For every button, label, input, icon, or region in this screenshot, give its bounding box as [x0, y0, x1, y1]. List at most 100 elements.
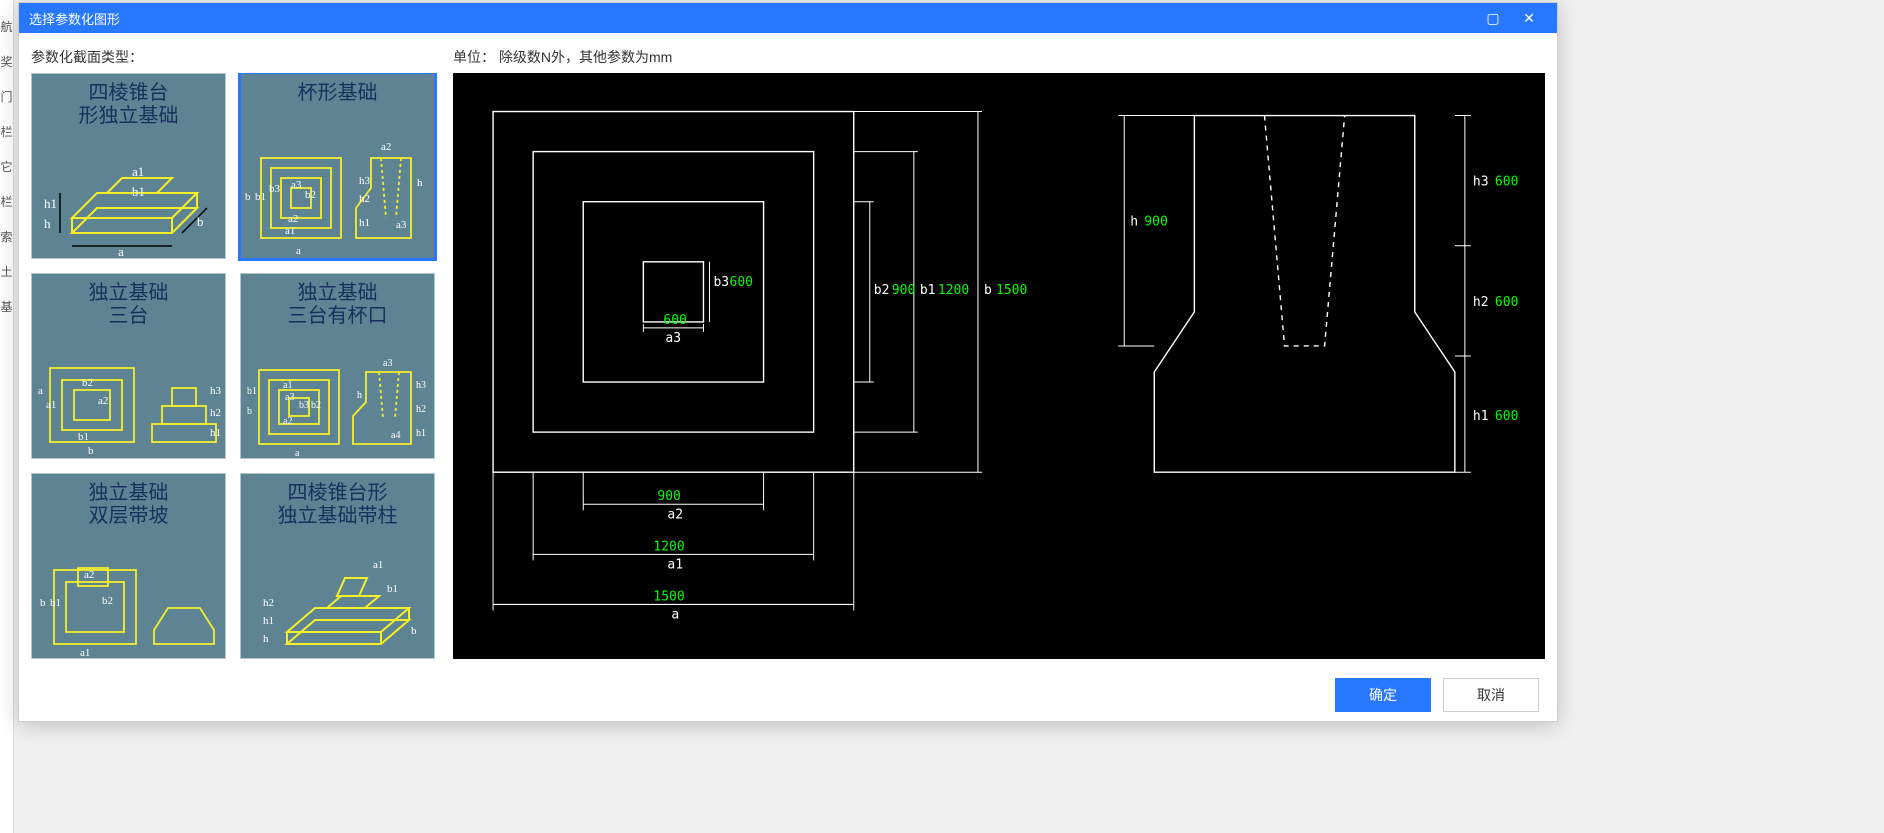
dim-a1-label: a1 [667, 557, 683, 572]
svg-text:b1: b1 [247, 386, 257, 397]
dialog-titlebar: 选择参数化图形 ▢ ✕ [19, 3, 1557, 33]
thumb-figure: a1 b1 b h2 h1 h [241, 548, 431, 658]
dim-h1-value: 600 [1495, 409, 1519, 424]
svg-text:a2: a2 [288, 213, 298, 225]
svg-text:a4: a4 [391, 430, 400, 441]
dim-b2-value: 900 [892, 283, 916, 298]
svg-text:h: h [263, 633, 269, 645]
thumb-isolated-2layer-slope[interactable]: 独立基础 双层带坡 [31, 473, 226, 659]
svg-text:a2: a2 [283, 416, 292, 427]
svg-text:b3: b3 [269, 183, 281, 195]
dim-a2-value: 900 [657, 489, 681, 504]
ok-button[interactable]: 确定 [1335, 678, 1431, 712]
thumb-frustum-with-column[interactable]: 四棱锥台形 独立基础带柱 a [240, 473, 435, 659]
svg-text:a2: a2 [98, 395, 108, 407]
thumb-figure: a a1a3a2 b1b b3b2 a3a4 h h3h2h1 [241, 338, 431, 458]
svg-text:b1: b1 [50, 597, 61, 609]
svg-text:h1: h1 [44, 196, 57, 211]
svg-text:b: b [40, 597, 46, 609]
svg-text:a: a [38, 385, 43, 397]
dim-b2-label: b2 [874, 283, 890, 298]
dim-b3-label: b3 [713, 275, 729, 290]
dim-b3-value: 600 [730, 275, 754, 290]
thumbnail-scroll[interactable]: 四棱锥台 形独立基础 [31, 73, 441, 659]
svg-text:b: b [245, 191, 251, 203]
svg-text:a: a [296, 245, 301, 257]
thumb-figure: a2 bb1 b2 a1 [32, 548, 222, 658]
thumb-isolated-3step[interactable]: 独立基础 三台 [31, 273, 226, 459]
dim-a-label: a [671, 607, 679, 622]
thumb-isolated-3step-cup[interactable]: 独立基础 三台有杯口 [240, 273, 435, 459]
dim-h2-label: h2 [1473, 295, 1489, 310]
svg-text:h2: h2 [210, 407, 221, 419]
dialog-footer: 确定 取消 [19, 669, 1557, 721]
svg-text:h1: h1 [210, 427, 221, 439]
svg-text:h2: h2 [416, 404, 426, 415]
svg-text:b3: b3 [299, 400, 309, 411]
dim-a2-label: a2 [667, 507, 683, 522]
svg-text:h: h [357, 390, 362, 401]
svg-text:b: b [88, 445, 94, 457]
svg-text:b1: b1 [387, 583, 398, 595]
cancel-button[interactable]: 取消 [1443, 678, 1539, 712]
dim-b1-label: b1 [920, 283, 936, 298]
svg-text:h: h [417, 177, 423, 189]
dim-a1-value: 1200 [653, 539, 684, 554]
svg-text:a3: a3 [383, 358, 392, 369]
dialog-content: 参数化截面类型： 四棱锥台 形独立基础 [19, 33, 1557, 669]
preview-canvas: 600 a3 900 a2 1200 a1 1500 a [453, 73, 1545, 659]
dim-a-value: 1500 [653, 589, 684, 604]
dim-h3-label: h3 [1473, 175, 1489, 190]
svg-text:a2: a2 [84, 569, 94, 581]
thumb-figure: b b1 b2 a2 aa1 h3 h2 h1 [32, 338, 222, 458]
svg-text:h3: h3 [210, 385, 222, 397]
background-nav-strip: 航奖 门栏 它栏 索土 基 [0, 0, 14, 833]
thumbnail-grid: 四棱锥台 形独立基础 [31, 73, 435, 659]
dialog-title: 选择参数化图形 [29, 9, 120, 28]
parametric-shape-dialog: 选择参数化图形 ▢ ✕ 参数化截面类型： 四棱锥台 形独立基础 [18, 2, 1558, 722]
svg-text:a3: a3 [291, 179, 302, 191]
svg-text:h2: h2 [359, 193, 370, 205]
svg-text:h3: h3 [359, 175, 371, 187]
svg-text:b2: b2 [311, 400, 321, 411]
thumb-figure: a a1a2a3 bb1b3b2 a2a3 h h3h2h1 [241, 128, 431, 258]
svg-text:a3: a3 [285, 392, 294, 403]
dim-h2-value: 600 [1495, 295, 1519, 310]
svg-text:b2: b2 [102, 595, 113, 607]
section-type-label: 参数化截面类型： [31, 47, 441, 73]
svg-text:b: b [197, 214, 204, 229]
svg-text:a1: a1 [46, 399, 56, 411]
dim-h1-label: h1 [1473, 409, 1489, 424]
svg-text:b1: b1 [255, 191, 266, 203]
svg-text:b: b [247, 406, 252, 417]
svg-text:h: h [44, 216, 51, 231]
svg-text:a: a [118, 244, 124, 258]
maximize-button[interactable]: ▢ [1475, 3, 1511, 33]
svg-text:h3: h3 [416, 380, 426, 391]
dim-h-label: h [1130, 215, 1138, 230]
dim-h3-value: 600 [1495, 175, 1519, 190]
svg-text:b: b [411, 625, 417, 637]
svg-text:b1: b1 [78, 431, 89, 443]
svg-text:b2: b2 [82, 377, 93, 389]
svg-text:b2: b2 [305, 189, 316, 201]
dim-b1-value: 1200 [938, 283, 969, 298]
svg-text:h1: h1 [359, 217, 370, 229]
svg-text:a: a [295, 448, 300, 458]
svg-text:a1: a1 [132, 164, 144, 179]
dim-b-label: b [984, 283, 992, 298]
svg-text:h2: h2 [263, 597, 274, 609]
svg-text:h1: h1 [263, 615, 274, 627]
dim-b-value: 1500 [996, 283, 1027, 298]
close-button[interactable]: ✕ [1511, 3, 1547, 33]
dim-h-value: 900 [1144, 215, 1168, 230]
svg-text:b1: b1 [132, 184, 145, 199]
preview-drawing: 600 a3 900 a2 1200 a1 1500 a [453, 73, 1545, 659]
svg-text:a1: a1 [283, 380, 292, 391]
dim-a3-label: a3 [665, 331, 681, 346]
dim-a3-value: 600 [663, 313, 687, 328]
thumb-cup-foundation[interactable]: 杯形基础 [240, 73, 435, 259]
svg-text:a1: a1 [373, 559, 383, 571]
thumb-frustum-isolated-foundation[interactable]: 四棱锥台 形独立基础 [31, 73, 226, 259]
svg-text:a1: a1 [285, 225, 295, 237]
